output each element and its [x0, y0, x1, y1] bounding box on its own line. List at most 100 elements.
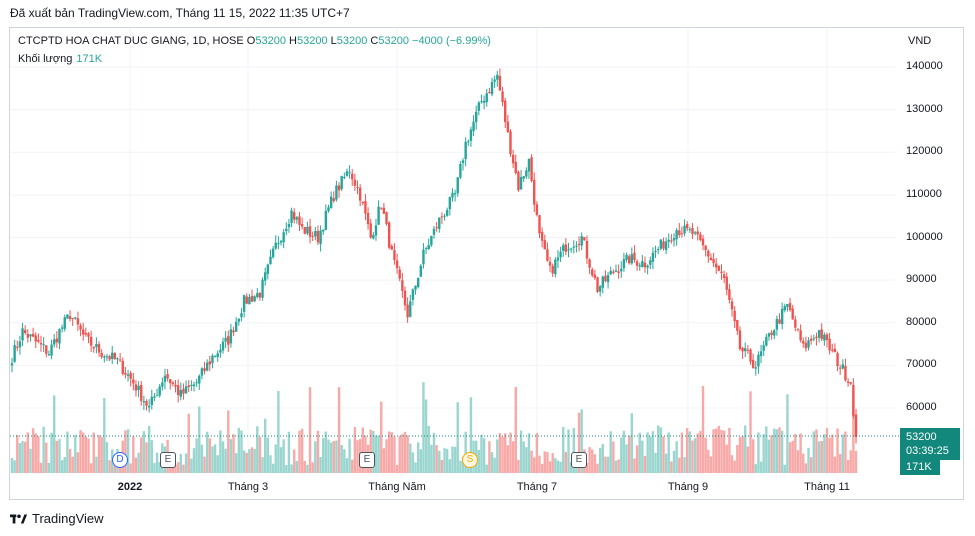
candle-body — [588, 259, 591, 268]
candle-body — [464, 141, 467, 160]
candle-body — [667, 239, 670, 242]
volume-bar — [66, 431, 69, 473]
candle-body — [788, 303, 792, 311]
candle-body — [282, 232, 285, 243]
volume-bar — [422, 382, 425, 473]
volume-bar — [519, 430, 523, 473]
volume-bar — [427, 425, 430, 473]
candle-body — [775, 318, 779, 330]
volume-label[interactable]: Khối lượng — [18, 53, 73, 65]
volume-bar — [10, 458, 14, 473]
volume-bar — [780, 430, 784, 473]
symbol-label[interactable]: CTCPTD HOA CHAT DUC GIANG, 1D, HOSE — [18, 35, 244, 47]
volume-legend: Khối lượng 171K — [18, 53, 102, 65]
candle-body — [287, 223, 291, 228]
y-tick-label: 130000 — [906, 102, 943, 115]
volume-bar — [242, 450, 246, 473]
candle-body — [10, 363, 14, 366]
candle-body — [271, 248, 275, 258]
volume-bar — [620, 437, 623, 473]
candle-body — [559, 251, 562, 258]
volume-bar — [430, 444, 433, 473]
candle-body — [155, 395, 159, 397]
candle-body — [242, 295, 246, 312]
volume-bar — [79, 430, 82, 473]
candle-body — [166, 373, 169, 379]
volume-bar — [87, 438, 90, 473]
split-event-icon[interactable]: S — [462, 452, 478, 468]
candle-body — [451, 192, 454, 198]
volume-bar — [58, 439, 61, 473]
candle-body — [89, 336, 93, 346]
volume-bar — [329, 442, 333, 473]
volume-bar — [612, 441, 615, 473]
candle-body — [696, 231, 699, 235]
volume-bar — [179, 453, 182, 473]
volume-bar — [511, 441, 515, 473]
volume-bar — [221, 441, 225, 473]
volume-bar — [113, 462, 117, 473]
volume-bar — [770, 435, 773, 473]
volume-bar — [825, 428, 829, 473]
volume-bar — [158, 462, 161, 473]
candle-body — [453, 193, 457, 195]
candle-body — [762, 345, 765, 351]
earnings-event-icon[interactable]: E — [359, 452, 375, 468]
volume-bar — [453, 446, 457, 473]
candle-body — [580, 236, 583, 246]
volume-bar — [387, 431, 391, 473]
volume-bar — [306, 464, 309, 473]
candle-body — [184, 386, 188, 394]
candle-body — [406, 304, 409, 318]
candle-body — [100, 352, 103, 358]
candle-body — [601, 276, 604, 288]
volume-bar — [26, 432, 30, 473]
candle-body — [213, 355, 217, 358]
y-tick-label: 120000 — [906, 145, 943, 158]
candle-body — [269, 256, 272, 265]
volume-bar — [664, 453, 668, 473]
volume-bar — [224, 448, 227, 473]
candle-body — [240, 313, 243, 318]
earnings-event-icon[interactable]: E — [160, 452, 176, 468]
volume-bar — [527, 433, 531, 473]
candle-body — [274, 242, 277, 249]
candle-body — [733, 310, 736, 322]
volume-bar — [504, 433, 507, 473]
candle-body — [575, 245, 578, 247]
ohlc-legend: CTCPTD HOA CHAT DUC GIANG, 1D, HOSE O532… — [18, 35, 491, 47]
candle-body — [506, 121, 510, 132]
candle-body — [121, 360, 124, 374]
candle-body — [656, 249, 660, 251]
candle-body — [543, 240, 546, 250]
candle-body — [424, 248, 428, 250]
candle-body — [440, 216, 444, 218]
volume-bar — [108, 460, 111, 473]
volume-bar — [264, 418, 267, 473]
candle-body — [535, 204, 539, 215]
candle-body — [583, 237, 586, 241]
candle-body — [841, 364, 845, 369]
candle-body — [564, 244, 568, 252]
candle-body — [815, 336, 818, 339]
volume-bar — [248, 449, 251, 473]
volume-bar — [187, 413, 190, 473]
volume-bar — [659, 427, 663, 473]
volume-bar — [150, 440, 153, 473]
brand[interactable]: TradingView — [10, 511, 104, 526]
candle-body — [50, 344, 53, 356]
volume-bar — [831, 434, 834, 473]
volume-bar — [200, 444, 204, 473]
volume-bar — [406, 435, 409, 473]
volume-bar — [348, 438, 351, 473]
volume-bar — [588, 447, 591, 473]
candle-body — [569, 248, 573, 250]
candle-body — [84, 332, 88, 335]
candle-body — [654, 250, 657, 252]
dividend-event-icon[interactable]: D — [112, 452, 128, 468]
volume-bar — [129, 463, 132, 473]
candle-body — [691, 227, 694, 235]
earnings-event-icon[interactable]: E — [571, 452, 587, 468]
volume-bar — [16, 434, 19, 473]
